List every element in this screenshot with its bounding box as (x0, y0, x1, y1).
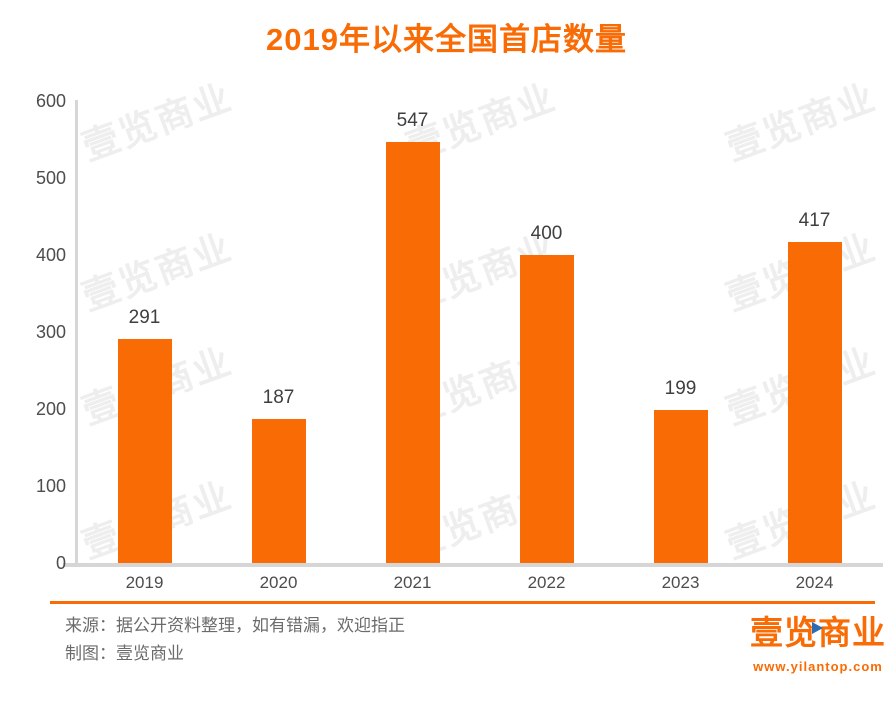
footer-divider (50, 601, 875, 604)
y-axis-line (75, 100, 78, 566)
watermark-text: 壹览商业 (76, 76, 238, 169)
y-tick-label: 0 (55, 553, 66, 573)
x-tick-label: 2022 (527, 573, 566, 592)
play-triangle-icon (812, 622, 823, 634)
x-tick-label: 2024 (795, 573, 834, 592)
brand-logo: 壹览商业 www.yilantop.com (748, 610, 888, 674)
x-tick-label: 2019 (125, 573, 164, 592)
bar-value-label: 187 (262, 387, 295, 408)
bar-2022 (519, 255, 574, 563)
bar-2019 (117, 339, 172, 563)
footer-source-line: 来源：据公开资料整理，如有错漏，欢迎指正 (65, 616, 405, 635)
x-tick-label: 2023 (661, 573, 700, 592)
bar-2020 (251, 419, 306, 563)
x-tick-label: 2020 (259, 573, 298, 592)
bar-value-label: 547 (396, 110, 429, 131)
y-tick-label: 200 (35, 399, 66, 419)
y-tick-label: 300 (35, 322, 66, 342)
footer-credit-line: 制图：壹览商业 (65, 644, 184, 663)
y-tick-label: 600 (35, 91, 66, 111)
chart-title: 2019年以来全国首店数量 (266, 22, 627, 57)
bar-2024 (787, 242, 842, 563)
x-tick-label: 2021 (393, 573, 432, 592)
y-tick-label: 400 (35, 245, 66, 265)
bar-2023 (653, 410, 708, 563)
watermark-text: 壹览商业 (720, 76, 882, 169)
bar-value-label: 400 (530, 223, 563, 244)
bar-value-label: 199 (664, 378, 697, 399)
brand-logo-url: www.yilantop.com (753, 659, 883, 674)
x-axis-line (63, 563, 883, 567)
y-tick-label: 100 (35, 476, 66, 496)
bar-2021 (385, 142, 440, 563)
y-tick-label: 500 (35, 168, 66, 188)
bar-value-label: 417 (798, 210, 831, 231)
bar-value-label: 291 (128, 307, 161, 328)
